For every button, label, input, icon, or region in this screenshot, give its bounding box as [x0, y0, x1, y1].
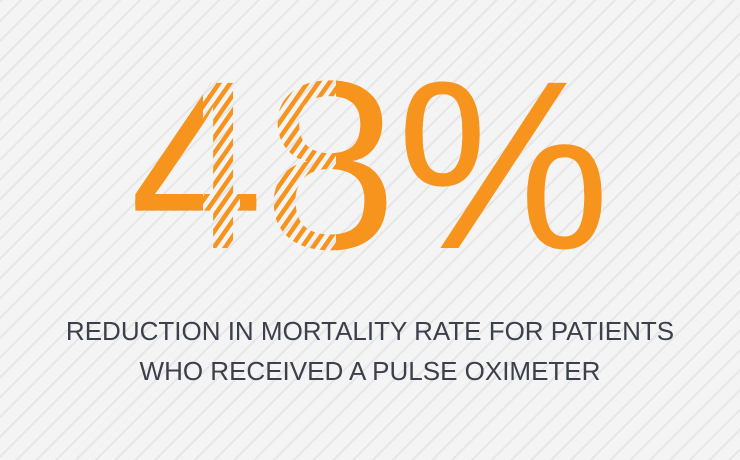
caption-line: REDUCTION IN MORTALITY RATE FOR PATIENTS — [66, 316, 674, 346]
stat-hatched: 48% — [130, 31, 610, 299]
stat-value: 48% — [130, 31, 610, 299]
caption-line: WHO RECEIVED A PULSE OXIMETER — [140, 356, 601, 386]
